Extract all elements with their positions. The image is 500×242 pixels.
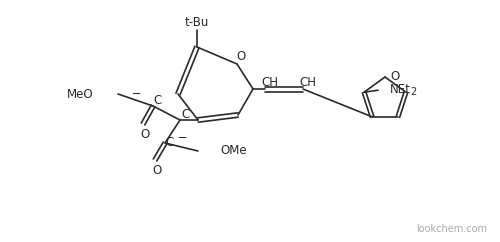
Text: C: C xyxy=(181,108,189,121)
Text: CH: CH xyxy=(262,76,278,89)
Text: ─: ─ xyxy=(178,131,186,144)
Text: O: O xyxy=(140,128,149,141)
Text: lookchem.com: lookchem.com xyxy=(416,224,487,234)
Text: O: O xyxy=(236,50,246,62)
Text: O: O xyxy=(152,164,162,176)
Text: ─: ─ xyxy=(132,88,140,100)
Text: t-Bu: t-Bu xyxy=(185,15,209,29)
Text: C: C xyxy=(154,94,162,107)
Text: O: O xyxy=(390,70,399,83)
Text: 2: 2 xyxy=(410,87,416,97)
Text: OMe: OMe xyxy=(220,144,246,158)
Text: CH: CH xyxy=(300,76,316,89)
Text: MeO: MeO xyxy=(66,88,93,100)
Text: C: C xyxy=(166,136,174,150)
Text: NEt: NEt xyxy=(390,83,411,96)
